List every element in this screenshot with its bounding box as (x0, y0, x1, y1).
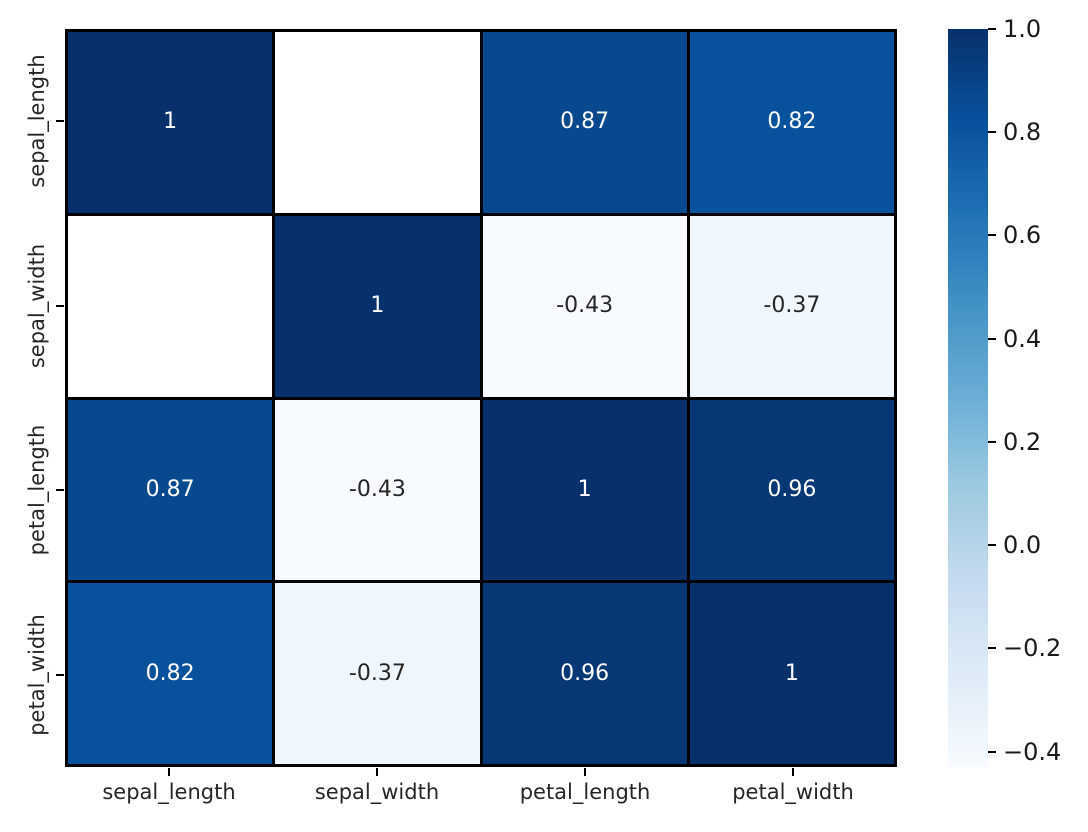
x-tick-label-sepal_width: sepal_width (314, 780, 440, 804)
cell-value: 0.87 (145, 476, 195, 502)
heatmap-cell-sepal_length-petal_width: 0.82 (689, 32, 894, 213)
cell-value: 0.96 (767, 476, 817, 502)
heatmap-cell-petal_length-sepal_length: 0.87 (68, 399, 273, 581)
heatmap-cell-sepal_width-petal_length: -0.43 (482, 215, 687, 397)
colorbar-tick-label-0.4: 0.4 (1003, 324, 1042, 353)
heatmap-cell-petal_length-sepal_width: -0.43 (275, 399, 480, 581)
heatmap-cell-petal_width-sepal_width: -0.37 (275, 583, 480, 764)
colorbar-tick-mark-0.4 (988, 337, 996, 340)
x-tick-mark-petal_length (584, 768, 586, 776)
heatmap-cell-petal_width-petal_width: 1 (689, 583, 894, 764)
x-tick-mark-sepal_width (376, 768, 378, 776)
cell-value: -0.43 (348, 476, 406, 502)
colorbar-tick-label-0.8: 0.8 (1003, 118, 1042, 147)
colorbar-tick-mark-0.2 (988, 440, 996, 443)
cell-value: 0.82 (145, 660, 195, 686)
colorbar-tick-label-0.6: 0.6 (1003, 221, 1042, 250)
colorbar-tick-mark-0.6 (988, 234, 996, 237)
x-tick-label-petal_length: petal_length (519, 780, 651, 804)
heatmap-cell-petal_width-petal_length: 0.96 (482, 583, 687, 764)
colorbar-tick-mark-0.8 (988, 131, 996, 134)
cell-value: 1 (784, 660, 799, 686)
heatmap-cell-petal_width-sepal_length: 0.82 (68, 583, 273, 764)
colorbar (948, 29, 988, 767)
y-tick-label-sepal_width: sepal_width (25, 243, 49, 368)
heatmap-cell-sepal_width-petal_width: -0.37 (689, 215, 894, 397)
cell-value: -0.37 (348, 660, 406, 686)
x-tick-label-sepal_length: sepal_length (102, 780, 236, 804)
x-tick-mark-sepal_length (168, 768, 170, 776)
heatmap-cell-sepal_length-sepal_width (275, 32, 480, 213)
cell-value: -0.37 (763, 293, 821, 319)
cell-value: 1 (370, 293, 385, 319)
colorbar-tick-mark-1.0 (988, 28, 996, 30)
colorbar-tick-label-−0.4: −0.4 (1003, 737, 1062, 766)
heatmap-cell-sepal_length-petal_length: 0.87 (482, 32, 687, 213)
colorbar-tick-mark-0.0 (988, 544, 996, 547)
y-tick-mark-petal_length (56, 489, 64, 492)
colorbar-tick-mark-−0.2 (988, 647, 996, 650)
cell-value: 0.96 (560, 660, 610, 686)
colorbar-tick-label-0.0: 0.0 (1003, 531, 1042, 560)
y-tick-mark-sepal_length (56, 120, 64, 123)
y-tick-mark-petal_width (56, 673, 64, 676)
y-tick-label-petal_width: petal_width (25, 613, 49, 736)
y-tick-mark-sepal_width (56, 304, 64, 307)
heatmap-cell-sepal_length-sepal_length: 1 (68, 32, 273, 213)
heatmap-cell-petal_length-petal_width: 0.96 (689, 399, 894, 581)
x-tick-label-petal_width: petal_width (732, 780, 854, 804)
y-tick-label-petal_length: petal_length (25, 424, 49, 556)
y-tick-label-sepal_length: sepal_length (25, 54, 49, 188)
cell-value: 1 (163, 109, 178, 135)
heatmap-cell-sepal_width-sepal_width: 1 (275, 215, 480, 397)
colorbar-tick-label-−0.2: −0.2 (1003, 634, 1062, 663)
heatmap-grid: 1 0.87 0.82 1 -0.43 -0.37 0.87 -0.43 1 0.96 0.82 -0… (65, 29, 897, 767)
cell-value: 0.82 (767, 109, 817, 135)
heatmap-cell-petal_length-petal_length: 1 (482, 399, 687, 581)
cell-value: 0.87 (560, 109, 610, 135)
colorbar-tick-mark-−0.4 (988, 750, 996, 753)
x-tick-mark-petal_width (792, 768, 794, 776)
cell-value: 1 (577, 476, 592, 502)
colorbar-tick-label-1.0: 1.0 (1003, 15, 1042, 43)
heatmap-cell-sepal_width-sepal_length (68, 215, 273, 397)
colorbar-tick-label-0.2: 0.2 (1003, 427, 1042, 456)
cell-value: -0.43 (556, 293, 614, 319)
